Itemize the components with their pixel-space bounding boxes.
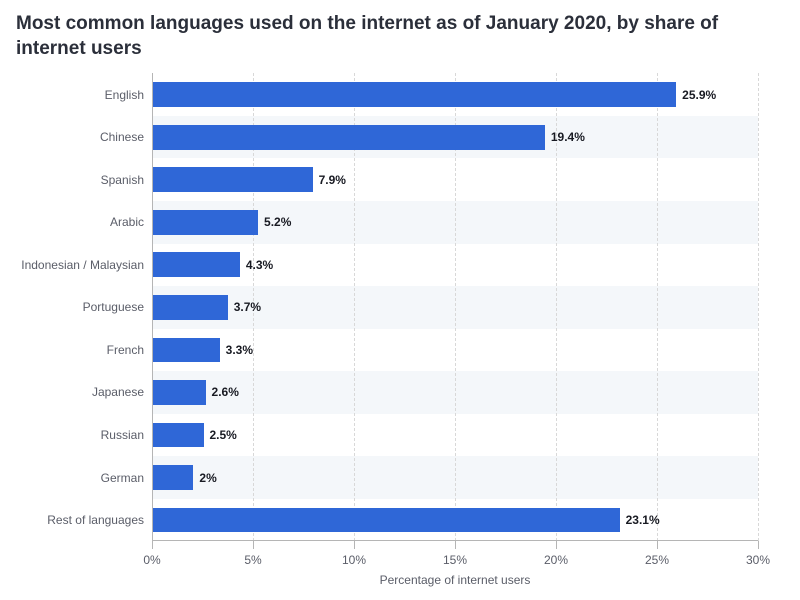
bar: 3.7% bbox=[153, 295, 228, 320]
bar-value-label: 19.4% bbox=[545, 130, 585, 144]
bar: 5.2% bbox=[153, 210, 258, 235]
x-tick-label: 30% bbox=[746, 553, 770, 567]
x-tick-label: 10% bbox=[342, 553, 366, 567]
bar-value-label: 2.5% bbox=[204, 428, 237, 442]
y-tick-label: Japanese bbox=[92, 386, 144, 398]
chart: 25.9% 19.4% 7.9% 5.2% 4.3% 3.7% 3.3% 2.6% 2.5% 2%… bbox=[16, 73, 776, 593]
bar-value-label: 3.3% bbox=[220, 343, 253, 357]
y-tick-label: English bbox=[105, 89, 144, 101]
y-tick-label: Chinese bbox=[100, 131, 144, 143]
bar: 19.4% bbox=[153, 125, 545, 150]
y-tick-label: Russian bbox=[101, 429, 144, 441]
bar-value-label: 4.3% bbox=[240, 258, 273, 272]
bar: 2.6% bbox=[153, 380, 206, 405]
x-tick bbox=[556, 541, 557, 549]
x-tick-label: 15% bbox=[443, 553, 467, 567]
y-tick-label: Rest of languages bbox=[47, 514, 144, 526]
bar-value-label: 2% bbox=[193, 471, 216, 485]
y-tick-label: Indonesian / Malaysian bbox=[21, 259, 144, 271]
bar: 23.1% bbox=[153, 508, 620, 533]
y-tick-label: Spanish bbox=[101, 174, 144, 186]
x-axis-title: Percentage of internet users bbox=[380, 573, 531, 587]
y-tick-label: German bbox=[101, 472, 144, 484]
x-tick bbox=[354, 541, 355, 549]
grid-line bbox=[758, 73, 759, 541]
bar-value-label: 3.7% bbox=[228, 300, 261, 314]
x-tick-label: 0% bbox=[143, 553, 160, 567]
x-tick-label: 25% bbox=[645, 553, 669, 567]
bar-value-label: 25.9% bbox=[676, 88, 716, 102]
bar-value-label: 2.6% bbox=[206, 385, 239, 399]
bar: 3.3% bbox=[153, 338, 220, 363]
y-tick-label: Arabic bbox=[110, 216, 144, 228]
bar-value-label: 7.9% bbox=[313, 173, 346, 187]
y-tick-label: French bbox=[107, 344, 144, 356]
bar: 7.9% bbox=[153, 167, 313, 192]
x-tick bbox=[758, 541, 759, 549]
x-tick bbox=[152, 541, 153, 549]
x-tick bbox=[253, 541, 254, 549]
x-tick bbox=[455, 541, 456, 549]
bar: 25.9% bbox=[153, 82, 676, 107]
x-tick bbox=[657, 541, 658, 549]
bar: 2% bbox=[153, 465, 193, 490]
x-tick-label: 5% bbox=[244, 553, 261, 567]
bar: 2.5% bbox=[153, 423, 204, 448]
plot-area: 25.9% 19.4% 7.9% 5.2% 4.3% 3.7% 3.3% 2.6% 2.5% 2%… bbox=[152, 73, 758, 541]
bar-value-label: 5.2% bbox=[258, 215, 291, 229]
x-tick-label: 20% bbox=[544, 553, 568, 567]
bar-value-label: 23.1% bbox=[620, 513, 660, 527]
grid-line bbox=[657, 73, 658, 541]
y-tick-label: Portuguese bbox=[83, 301, 144, 313]
bar: 4.3% bbox=[153, 252, 240, 277]
chart-title: Most common languages used on the intern… bbox=[16, 12, 784, 61]
